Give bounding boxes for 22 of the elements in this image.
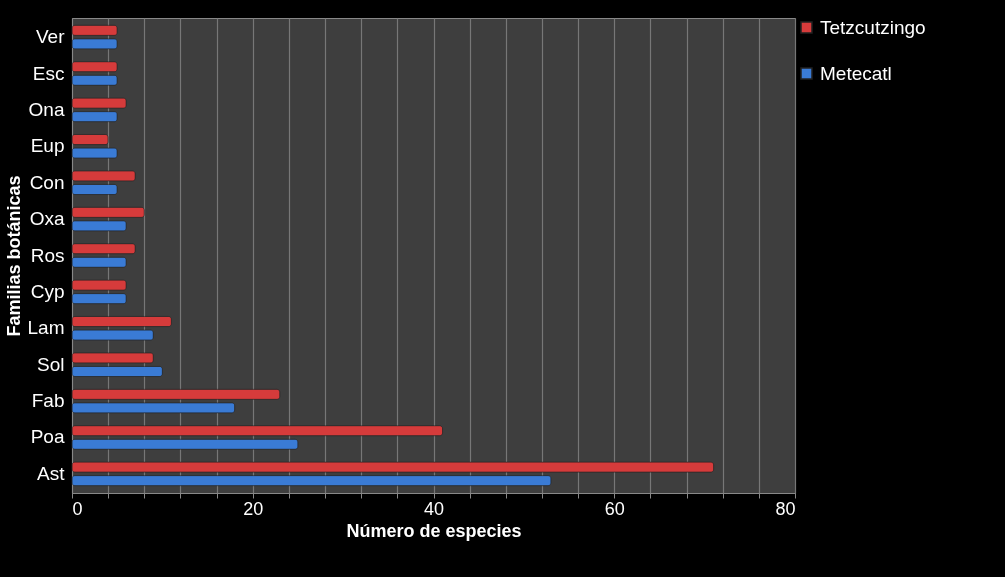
y-tick-label: Fab	[31, 390, 65, 412]
x-tick-label: 20	[243, 498, 264, 519]
y-tick-label: Ros	[30, 244, 65, 266]
y-tick-label: Con	[29, 171, 65, 193]
y-tick-label: Eup	[30, 135, 65, 157]
x-tick-label: 60	[604, 498, 625, 519]
y-tick-label: Cyp	[30, 280, 65, 302]
y-tick-label: Esc	[32, 62, 65, 84]
x-tick-label: 0	[72, 498, 83, 519]
x-tick-label: 80	[775, 498, 796, 519]
legend-label: Tetzcutzingo	[820, 16, 926, 38]
legend-label: Metecatl	[820, 62, 892, 84]
y-tick-label: Sol	[37, 353, 65, 375]
y-tick-label: Ast	[37, 462, 66, 484]
y-tick-label: Oxa	[29, 208, 65, 230]
x-axis-title: Número de especies	[346, 520, 522, 541]
y-axis-title: Familias botánicas	[3, 175, 24, 337]
y-tick-label: Ona	[28, 98, 65, 120]
y-tick-label: Poa	[30, 426, 65, 448]
y-tick-label: Ver	[35, 26, 66, 48]
x-tick-label: 40	[423, 498, 445, 519]
y-tick-label: Lam	[27, 317, 65, 339]
